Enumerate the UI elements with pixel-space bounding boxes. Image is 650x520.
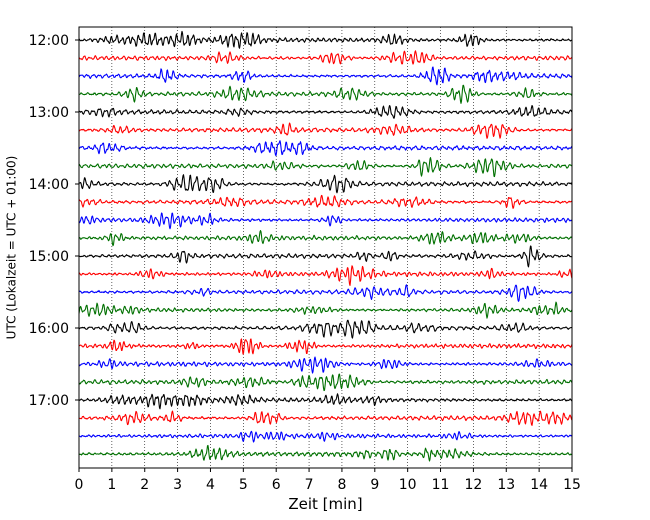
- x-tick-label: 9: [370, 477, 379, 493]
- x-tick-label: 1: [107, 477, 116, 493]
- trace-line: [78, 265, 573, 286]
- trace-line: [78, 84, 573, 104]
- plot-frame: [78, 26, 573, 469]
- trace-line: [78, 194, 573, 209]
- trace-line: [78, 140, 573, 157]
- trace-line: [78, 66, 573, 86]
- trace-line: [78, 301, 573, 319]
- x-tick-label: 0: [75, 477, 84, 493]
- trace-line: [78, 174, 573, 194]
- x-tick-label: 2: [140, 477, 149, 493]
- trace-line: [78, 284, 573, 302]
- x-axis-title: Zeit [min]: [288, 495, 362, 513]
- x-tick-label: 8: [337, 477, 346, 493]
- trace-line: [78, 157, 573, 178]
- trace-line: [78, 430, 573, 443]
- x-tick-label: 15: [563, 477, 581, 493]
- trace-line: [78, 356, 573, 374]
- x-tick-label: 3: [173, 477, 182, 493]
- trace-line: [78, 122, 573, 139]
- x-axis-ticks: 0 1 2 3 4 5 6 7 8 9 10 11 12 13 14 15: [75, 468, 581, 493]
- y-tick-label: 14:00: [29, 177, 69, 193]
- trace-line: [78, 373, 573, 392]
- grid-lines: [111, 27, 540, 468]
- y-axis-ticks: 12:00 13:00 14:00 15:00 16:00 17:00: [29, 33, 79, 409]
- seismogram-traces: [78, 30, 573, 462]
- trace-line: [78, 212, 573, 230]
- x-tick-label: 12: [464, 477, 482, 493]
- trace-line: [78, 410, 573, 426]
- y-tick-label: 13:00: [29, 105, 69, 121]
- trace-line: [78, 230, 573, 247]
- x-tick-label: 7: [305, 477, 314, 493]
- x-tick-label: 13: [497, 477, 515, 493]
- trace-line: [78, 105, 573, 119]
- trace-line: [78, 393, 573, 410]
- trace-line: [78, 338, 573, 355]
- trace-line: [78, 245, 573, 268]
- y-tick-label: 17:00: [29, 393, 69, 409]
- x-tick-label: 10: [399, 477, 417, 493]
- y-tick-label: 15:00: [29, 249, 69, 265]
- y-tick-label: 12:00: [29, 33, 69, 49]
- trace-line: [78, 50, 573, 65]
- trace-line: [78, 319, 573, 339]
- x-tick-label: 11: [432, 477, 450, 493]
- x-tick-label: 4: [206, 477, 215, 493]
- y-axis-title: UTC (Lokalzeit = UTC + 01:00): [5, 156, 19, 340]
- trace-line: [78, 444, 573, 462]
- x-tick-label: 14: [530, 477, 548, 493]
- x-tick-label: 5: [239, 477, 248, 493]
- y-tick-label: 16:00: [29, 321, 69, 337]
- trace-line: [78, 30, 573, 49]
- x-tick-label: 6: [272, 477, 281, 493]
